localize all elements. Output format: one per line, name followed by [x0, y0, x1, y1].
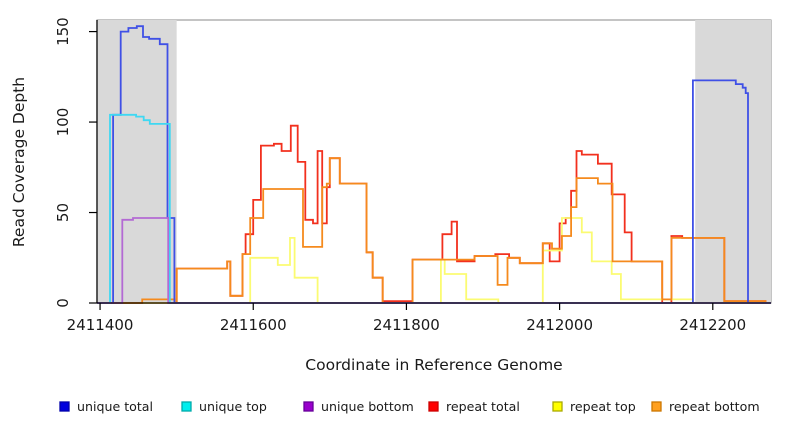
legend-swatch-repeat-bottom — [651, 401, 662, 412]
legend-swatch-repeat-total — [428, 401, 439, 412]
legend-label: unique top — [199, 399, 267, 414]
legend-item-repeat-total: repeat total — [428, 399, 520, 414]
x-tick-label: 2411800 — [373, 316, 440, 334]
legend-item-unique-total: unique total — [59, 399, 153, 414]
x-tick-label: 2412200 — [679, 316, 746, 334]
series-line-repeat-total — [97, 124, 767, 304]
legend-label: repeat total — [446, 399, 520, 414]
y-tick-label: 50 — [54, 203, 72, 222]
plot-box — [96, 19, 772, 304]
y-axis-title: Read Coverage Depth — [10, 77, 28, 247]
legend: unique total unique top unique bottom repea… — [59, 399, 760, 414]
legend-item-unique-bottom: unique bottom — [303, 399, 414, 414]
legend-swatch-repeat-top — [552, 401, 563, 412]
y-tick-label: 0 — [54, 298, 72, 308]
legend-item-unique-top: unique top — [181, 399, 267, 414]
highlight-region — [97, 20, 177, 303]
series-line-unique-bottom — [97, 217, 771, 304]
legend-label: repeat top — [570, 399, 636, 414]
legend-label: unique bottom — [321, 399, 414, 414]
legend-label: unique total — [77, 399, 153, 414]
legend-swatch-unique-top — [181, 401, 192, 412]
legend-item-repeat-top: repeat top — [552, 399, 636, 414]
series-line-unique-total — [97, 25, 771, 304]
x-tick-label: 2412000 — [526, 316, 593, 334]
y-tick-label: 150 — [54, 17, 72, 46]
x-tick-label: 2411400 — [67, 316, 134, 334]
legend-label: repeat bottom — [669, 399, 760, 414]
highlight-region — [695, 20, 771, 303]
x-axis-title: Coordinate in Reference Genome — [305, 356, 562, 374]
legend-item-repeat-bottom: repeat bottom — [651, 399, 760, 414]
legend-swatch-unique-bottom — [303, 401, 314, 412]
x-tick-label: 2411600 — [220, 316, 287, 334]
plot-area — [96, 19, 772, 304]
y-tick-label: 100 — [54, 108, 72, 137]
axes: 2411400 2411600 2411800 2412000 2412200 0 50 10… — [54, 17, 771, 334]
series-line-repeat-top — [97, 217, 771, 304]
legend-swatch-unique-total — [59, 401, 70, 412]
series-line-repeat-bottom — [97, 157, 767, 304]
series-line-unique-top — [97, 113, 771, 304]
